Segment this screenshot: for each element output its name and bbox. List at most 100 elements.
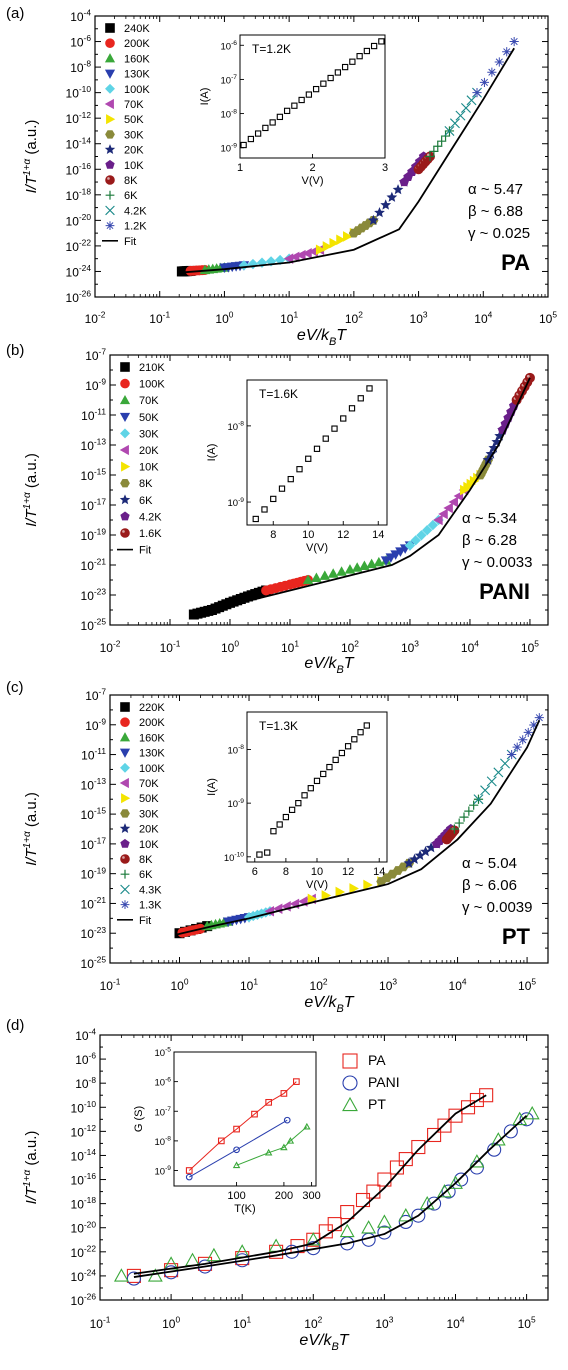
tick-exponent: -16 <box>79 161 91 171</box>
marker <box>197 1259 213 1274</box>
inset-x-axis-label: V(V) <box>306 542 328 554</box>
x-tick-label: 103 <box>410 310 428 326</box>
marker <box>295 800 302 807</box>
y-axis-label-base: I/T <box>23 847 40 866</box>
marker <box>469 800 479 810</box>
legend-label-1.3k: 1.3K <box>139 900 162 912</box>
marker <box>264 849 271 856</box>
inset-frame <box>246 379 388 526</box>
series-8k <box>441 825 460 845</box>
tick-base: 10 <box>81 808 95 822</box>
inset-x-tick-label: 14 <box>373 866 385 878</box>
fit-curve <box>198 377 531 615</box>
marker <box>448 1108 463 1123</box>
marker <box>433 141 443 151</box>
marker <box>327 74 334 82</box>
legend-label-50k: 50K <box>124 114 144 126</box>
inset-series-pa <box>185 1078 300 1174</box>
tick-exponent: -7 <box>99 687 107 697</box>
y-tick-label: 10-26 <box>66 289 92 305</box>
x-axis-label-sub: B <box>331 1341 338 1353</box>
legend-label-6k: 6K <box>139 869 153 881</box>
y-tick-label: 10-6 <box>75 1051 96 1067</box>
tick-base: 10 <box>155 1078 166 1089</box>
tick-exponent: -13 <box>94 437 106 447</box>
marker <box>105 190 115 200</box>
legend-label-130k: 130K <box>139 748 165 760</box>
inset-temperature-label: T=1.2K <box>252 42 291 56</box>
tick-exponent: 5 <box>531 1315 536 1325</box>
marker <box>262 124 269 132</box>
y-tick-label: 10-22 <box>71 1243 97 1259</box>
marker <box>326 763 333 771</box>
marker <box>119 444 129 456</box>
marker <box>344 564 356 574</box>
tick-base: 10 <box>71 1270 85 1284</box>
marker <box>120 511 130 521</box>
marker <box>344 743 352 750</box>
tick-base: 10 <box>228 422 239 433</box>
marker <box>301 792 308 799</box>
tick-exponent: -1 <box>113 977 121 987</box>
legend: PA PANI PT <box>342 1052 400 1112</box>
x-tick-label: 105 <box>539 310 557 326</box>
inset-series-pani <box>185 1116 291 1181</box>
inset-y-axis-label: I(A) <box>206 778 218 796</box>
tick-exponent: 4 <box>460 1315 465 1325</box>
marker <box>232 1161 241 1169</box>
param-gamma: γ ~ 0.025 <box>468 225 530 242</box>
x-axis-label-base: eV/k <box>304 655 337 672</box>
x-axis-label-end: T <box>344 655 355 672</box>
marker <box>349 883 359 894</box>
tick-base: 10 <box>401 641 415 655</box>
marker <box>289 251 300 263</box>
tick-base: 10 <box>81 749 95 763</box>
tick-base: 10 <box>474 312 488 326</box>
marker <box>302 574 314 585</box>
y-tick-label: 10-19 <box>81 527 107 543</box>
marker-highlight <box>122 856 125 859</box>
legend-label-1.6k: 1.6K <box>139 528 162 540</box>
y-tick-label: 10-18 <box>71 1195 97 1211</box>
marker <box>374 207 385 218</box>
y-axis-label: I/T1+α (a.u.) <box>22 120 40 194</box>
tick-base: 10 <box>71 1294 85 1308</box>
legend-label-210k: 210K <box>139 362 165 374</box>
tick-base: 10 <box>521 641 535 655</box>
marker <box>126 1271 141 1286</box>
legend-label-100k: 100K <box>139 379 165 391</box>
tick-exponent: -22 <box>79 238 91 248</box>
marker <box>466 95 477 106</box>
inset-x-tick-label: 10 <box>302 529 314 541</box>
marker <box>120 838 130 848</box>
legend-label-70k: 70K <box>124 99 144 111</box>
marker <box>460 102 471 113</box>
legend-label-130k: 130K <box>124 69 150 81</box>
tick-base: 10 <box>228 498 239 509</box>
y-tick-label: 10-18 <box>66 186 92 202</box>
tick-exponent: -12 <box>79 110 91 120</box>
y-axis-label-base: I/T <box>23 174 40 193</box>
tick-exponent: -9 <box>238 798 244 805</box>
legend-label-30k: 30K <box>139 428 159 440</box>
legend-label-240k: 240K <box>124 23 150 35</box>
tick-base: 10 <box>66 87 80 101</box>
marker <box>305 455 312 462</box>
marker <box>448 1175 463 1189</box>
marker <box>357 729 364 736</box>
tick-exponent: 1 <box>247 1315 252 1325</box>
y-axis-label-exp: 1+α <box>22 158 33 175</box>
tick-exponent: -9 <box>238 497 244 504</box>
tick-exponent: 0 <box>234 639 239 649</box>
tick-exponent: -10 <box>234 852 244 859</box>
legend-label-pa: PA <box>368 1052 386 1068</box>
param-beta: β ~ 6.88 <box>468 203 523 220</box>
marker <box>339 1223 355 1238</box>
data-area <box>113 1088 540 1286</box>
tick-base: 10 <box>66 112 80 126</box>
tick-base: 10 <box>375 1317 389 1331</box>
tick-exponent: -26 <box>79 289 91 299</box>
marker <box>366 385 373 392</box>
y-tick-label: 10-17 <box>81 835 107 851</box>
